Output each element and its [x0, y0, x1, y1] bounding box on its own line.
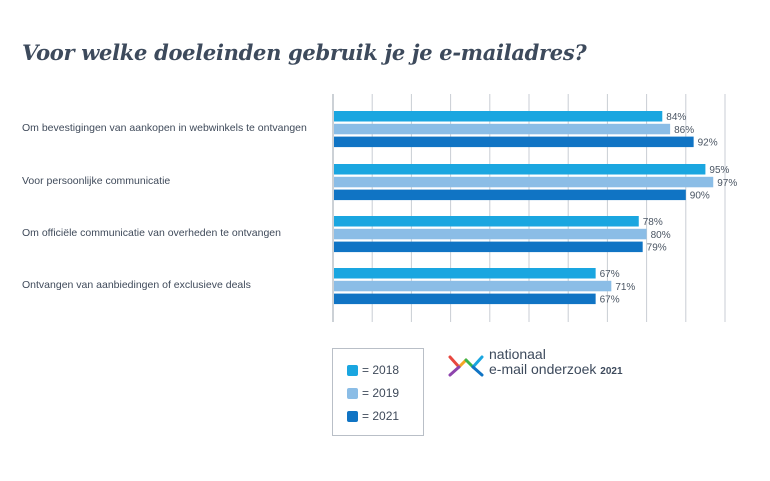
brand-line2-row: e-mail onderzoek 2021 — [489, 362, 623, 379]
legend: = 2018 = 2019 = 2021 — [332, 348, 424, 436]
legend-swatch-2018 — [347, 364, 358, 376]
bar-2021 — [334, 136, 694, 148]
legend-item-2018: = 2018 — [347, 363, 399, 377]
category-label: Om bevestigingen van aankopen in webwink… — [22, 122, 307, 134]
data-label: 95% — [709, 165, 729, 176]
brand-line2: e-mail onderzoek — [489, 361, 597, 377]
legend-item-2021: = 2021 — [347, 409, 399, 423]
bar-2018 — [334, 111, 663, 122]
bar-2018 — [334, 216, 639, 227]
bar-2019 — [334, 176, 714, 188]
brand-logo: nationaal e-mail onderzoek 2021 — [447, 347, 647, 387]
legend-swatch-2019 — [347, 387, 358, 399]
bar-2018 — [334, 164, 706, 175]
bar-2021 — [334, 293, 596, 305]
brand-year: 2021 — [600, 366, 623, 377]
brand-text: nationaal e-mail onderzoek 2021 — [489, 347, 623, 379]
bar-2018 — [334, 268, 596, 279]
data-label: 78% — [643, 217, 663, 228]
legend-label-2018: = 2018 — [362, 363, 400, 377]
data-label: 97% — [717, 178, 737, 189]
category-label: Voor persoonlijke communicatie — [22, 175, 170, 187]
category-label: Ontvangen van aanbiedingen of exclusieve… — [22, 279, 251, 291]
legend-label-2021: = 2021 — [362, 409, 400, 423]
brand-line1: nationaal — [489, 346, 546, 362]
bar-2021 — [334, 241, 643, 253]
data-label: 67% — [600, 295, 620, 306]
legend-swatch-2021 — [347, 410, 358, 422]
data-label: 90% — [690, 191, 710, 202]
data-label: 92% — [698, 138, 718, 149]
data-label: 80% — [651, 230, 671, 241]
data-label: 67% — [600, 269, 620, 280]
bar-2019 — [334, 123, 671, 135]
chart-title: Voor welke doeleinden gebruik je je e-ma… — [22, 40, 587, 65]
legend-label-2019: = 2019 — [362, 386, 400, 400]
bar-2019 — [334, 228, 647, 240]
data-label: 84% — [666, 112, 686, 123]
category-label: Om officiële communicatie van overheden … — [22, 227, 281, 239]
data-label: 86% — [674, 125, 694, 136]
legend-item-2019: = 2019 — [347, 386, 399, 400]
data-label: 79% — [647, 243, 667, 254]
bar-2019 — [334, 280, 612, 292]
data-label: 71% — [615, 282, 635, 293]
bar-2021 — [334, 189, 686, 201]
envelope-logo-icon — [448, 355, 484, 377]
